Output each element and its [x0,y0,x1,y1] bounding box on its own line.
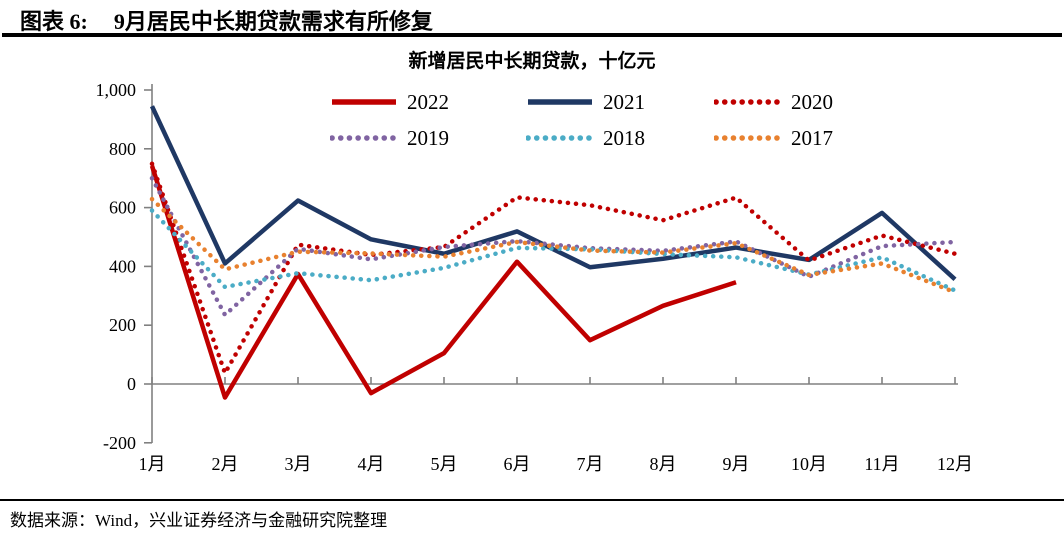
x-tick-label: 6月 [504,454,531,474]
y-tick-label: 200 [109,315,136,335]
legend-swatch-dotted [526,135,594,141]
x-tick-label: 4月 [358,454,385,474]
legend-swatch-solid [332,99,396,105]
x-tick-label: 12月 [937,454,973,474]
series-line-2021 [149,105,957,281]
legend-item-2022: 2022 [330,84,526,120]
plot-area: 1,000 800 600 400 200 0 -200 1月 2月 3月 4月 5月 6月 7月 8月 9月… [0,70,1064,485]
legend-swatch-dotted [330,135,398,141]
y-tick-label: 600 [109,198,136,218]
x-tick-label: 5月 [431,454,458,474]
y-tick-label: -200 [103,433,136,453]
legend-item-2017: 2017 [714,120,896,156]
legend-swatch-solid [528,99,592,105]
x-tick-label: 10月 [791,454,827,474]
y-tick-label: 0 [127,374,136,394]
y-tick-label: 1,000 [96,80,137,100]
chart-legend: 2022 2021 2020 2019 2018 2017 [330,84,896,156]
legend-label: 2020 [791,89,833,114]
legend-swatch-dotted [714,99,782,105]
x-tick-label: 9月 [723,454,750,474]
series-line-2020 [149,161,958,376]
chart-title: 新增居民中长期贷款，十亿元 [408,51,656,72]
figure-title: 图表 6: 9月居民中长期贷款需求有所修复 [20,4,433,36]
legend-label: 2022 [407,89,449,114]
legend-label: 2017 [791,125,833,150]
series-line-2018 [149,208,958,293]
legend-item-2020: 2020 [714,84,896,120]
legend-label: 2021 [603,89,645,114]
figure-title-text: 9月居民中长期贷款需求有所修复 [113,9,433,34]
legend-item-2019: 2019 [330,120,526,156]
footer-rule [0,499,1064,501]
legend-label: 2019 [407,125,449,150]
x-tick-label: 11月 [864,454,899,474]
series-line-2017 [149,196,958,295]
y-tick-label: 800 [109,139,136,159]
data-source: 数据来源：Wind，兴业证券经济与金融研究院整理 [10,511,388,530]
series-line-2022 [149,165,737,400]
y-tick-label: 400 [109,256,136,276]
x-tick-label: 8月 [650,454,677,474]
legend-item-2021: 2021 [526,84,714,120]
x-tick-label: 7月 [577,454,604,474]
legend-swatch-dotted [714,135,782,141]
series-line-2019 [149,175,958,318]
x-tick-label: 3月 [285,454,312,474]
legend-label: 2018 [603,125,645,150]
figure-number: 图表 6: [20,9,88,34]
x-tick-label: 2月 [212,454,239,474]
x-tick-label: 1月 [139,454,166,474]
legend-item-2018: 2018 [526,120,714,156]
title-underline [2,33,1062,37]
